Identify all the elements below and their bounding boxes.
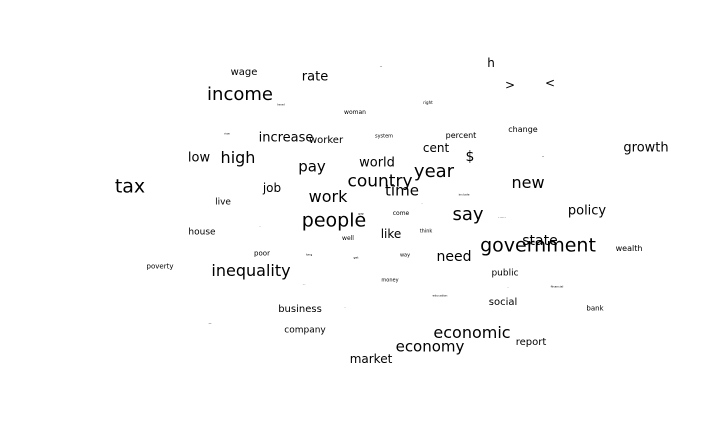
word-country: country	[347, 171, 413, 192]
word-high: high	[220, 148, 256, 167]
word-level: level	[277, 102, 285, 107]
word-income: income	[207, 84, 273, 105]
word-tax: tax	[114, 175, 146, 198]
word-symbol: -	[380, 63, 382, 70]
word-increase: increase	[258, 130, 314, 146]
word-live: live	[215, 197, 231, 208]
word-inequality: inequality	[211, 261, 291, 280]
word-poverty: poverty	[146, 262, 174, 271]
word-think: think	[419, 228, 433, 235]
word-business: business	[278, 304, 322, 315]
word-new: new	[511, 173, 545, 192]
word-pay: pay	[298, 157, 326, 176]
word-symbol: ...	[302, 281, 306, 286]
word-right: right	[423, 100, 433, 105]
word-well: well	[342, 235, 354, 242]
word-like: like	[380, 227, 402, 241]
word-bank: bank	[586, 304, 604, 313]
word-come: come	[392, 210, 410, 217]
word-year: year	[413, 161, 455, 182]
word-wage: wage	[230, 67, 258, 78]
word-financial: financial	[550, 284, 564, 289]
word-symbol: -	[259, 224, 261, 229]
word-symbol: $	[465, 149, 475, 165]
word-cent: cent	[422, 141, 450, 155]
word-gap: gap	[358, 211, 364, 216]
word-change: change	[508, 125, 538, 134]
word-symbol: -	[507, 285, 509, 290]
word-symbol: -	[344, 305, 346, 310]
word-need: need	[436, 249, 472, 265]
word-include: include	[458, 192, 470, 197]
word-market: market	[349, 352, 393, 366]
word-education: education	[432, 293, 448, 298]
word-wealth: wealth	[615, 244, 643, 253]
word-symbol: >	[504, 78, 516, 92]
word-money: money	[381, 277, 399, 284]
word-job: job	[262, 181, 282, 195]
word-public: public	[491, 268, 519, 279]
word-rate: rate	[301, 69, 329, 85]
word-low: low	[187, 150, 211, 166]
word-policy: policy	[567, 203, 607, 219]
word-long: long	[305, 252, 313, 257]
word-percent: percent	[445, 131, 477, 140]
word-symbol: -	[542, 153, 544, 160]
word-house: house	[188, 227, 216, 238]
word-worker: worker	[308, 135, 344, 146]
word-economic: economic	[433, 323, 511, 342]
word-growth: growth	[623, 140, 669, 156]
word-report: report	[515, 337, 547, 348]
word-symbol: ......	[498, 214, 506, 219]
word-people: people	[301, 209, 367, 232]
word-government: government	[480, 234, 596, 257]
word-system: system	[374, 133, 394, 140]
word-way: way	[399, 252, 411, 259]
word-work: work	[308, 187, 348, 206]
word-social: social	[488, 297, 518, 308]
word-symbol: -	[421, 201, 423, 206]
word-symbol: <	[544, 76, 556, 90]
word-symbol: --	[208, 321, 212, 326]
word-poor: poor	[254, 249, 270, 258]
word-get: get	[353, 255, 359, 260]
word-rise: rise	[224, 131, 230, 136]
word-world: world	[359, 155, 395, 171]
word-woman: woman	[344, 109, 366, 116]
word-say: say	[452, 204, 484, 225]
word-company: company	[284, 325, 326, 336]
word-time: time	[385, 181, 419, 200]
word-h: h	[487, 56, 495, 70]
word-economy: economy	[395, 337, 465, 356]
word-state: state	[522, 233, 558, 249]
